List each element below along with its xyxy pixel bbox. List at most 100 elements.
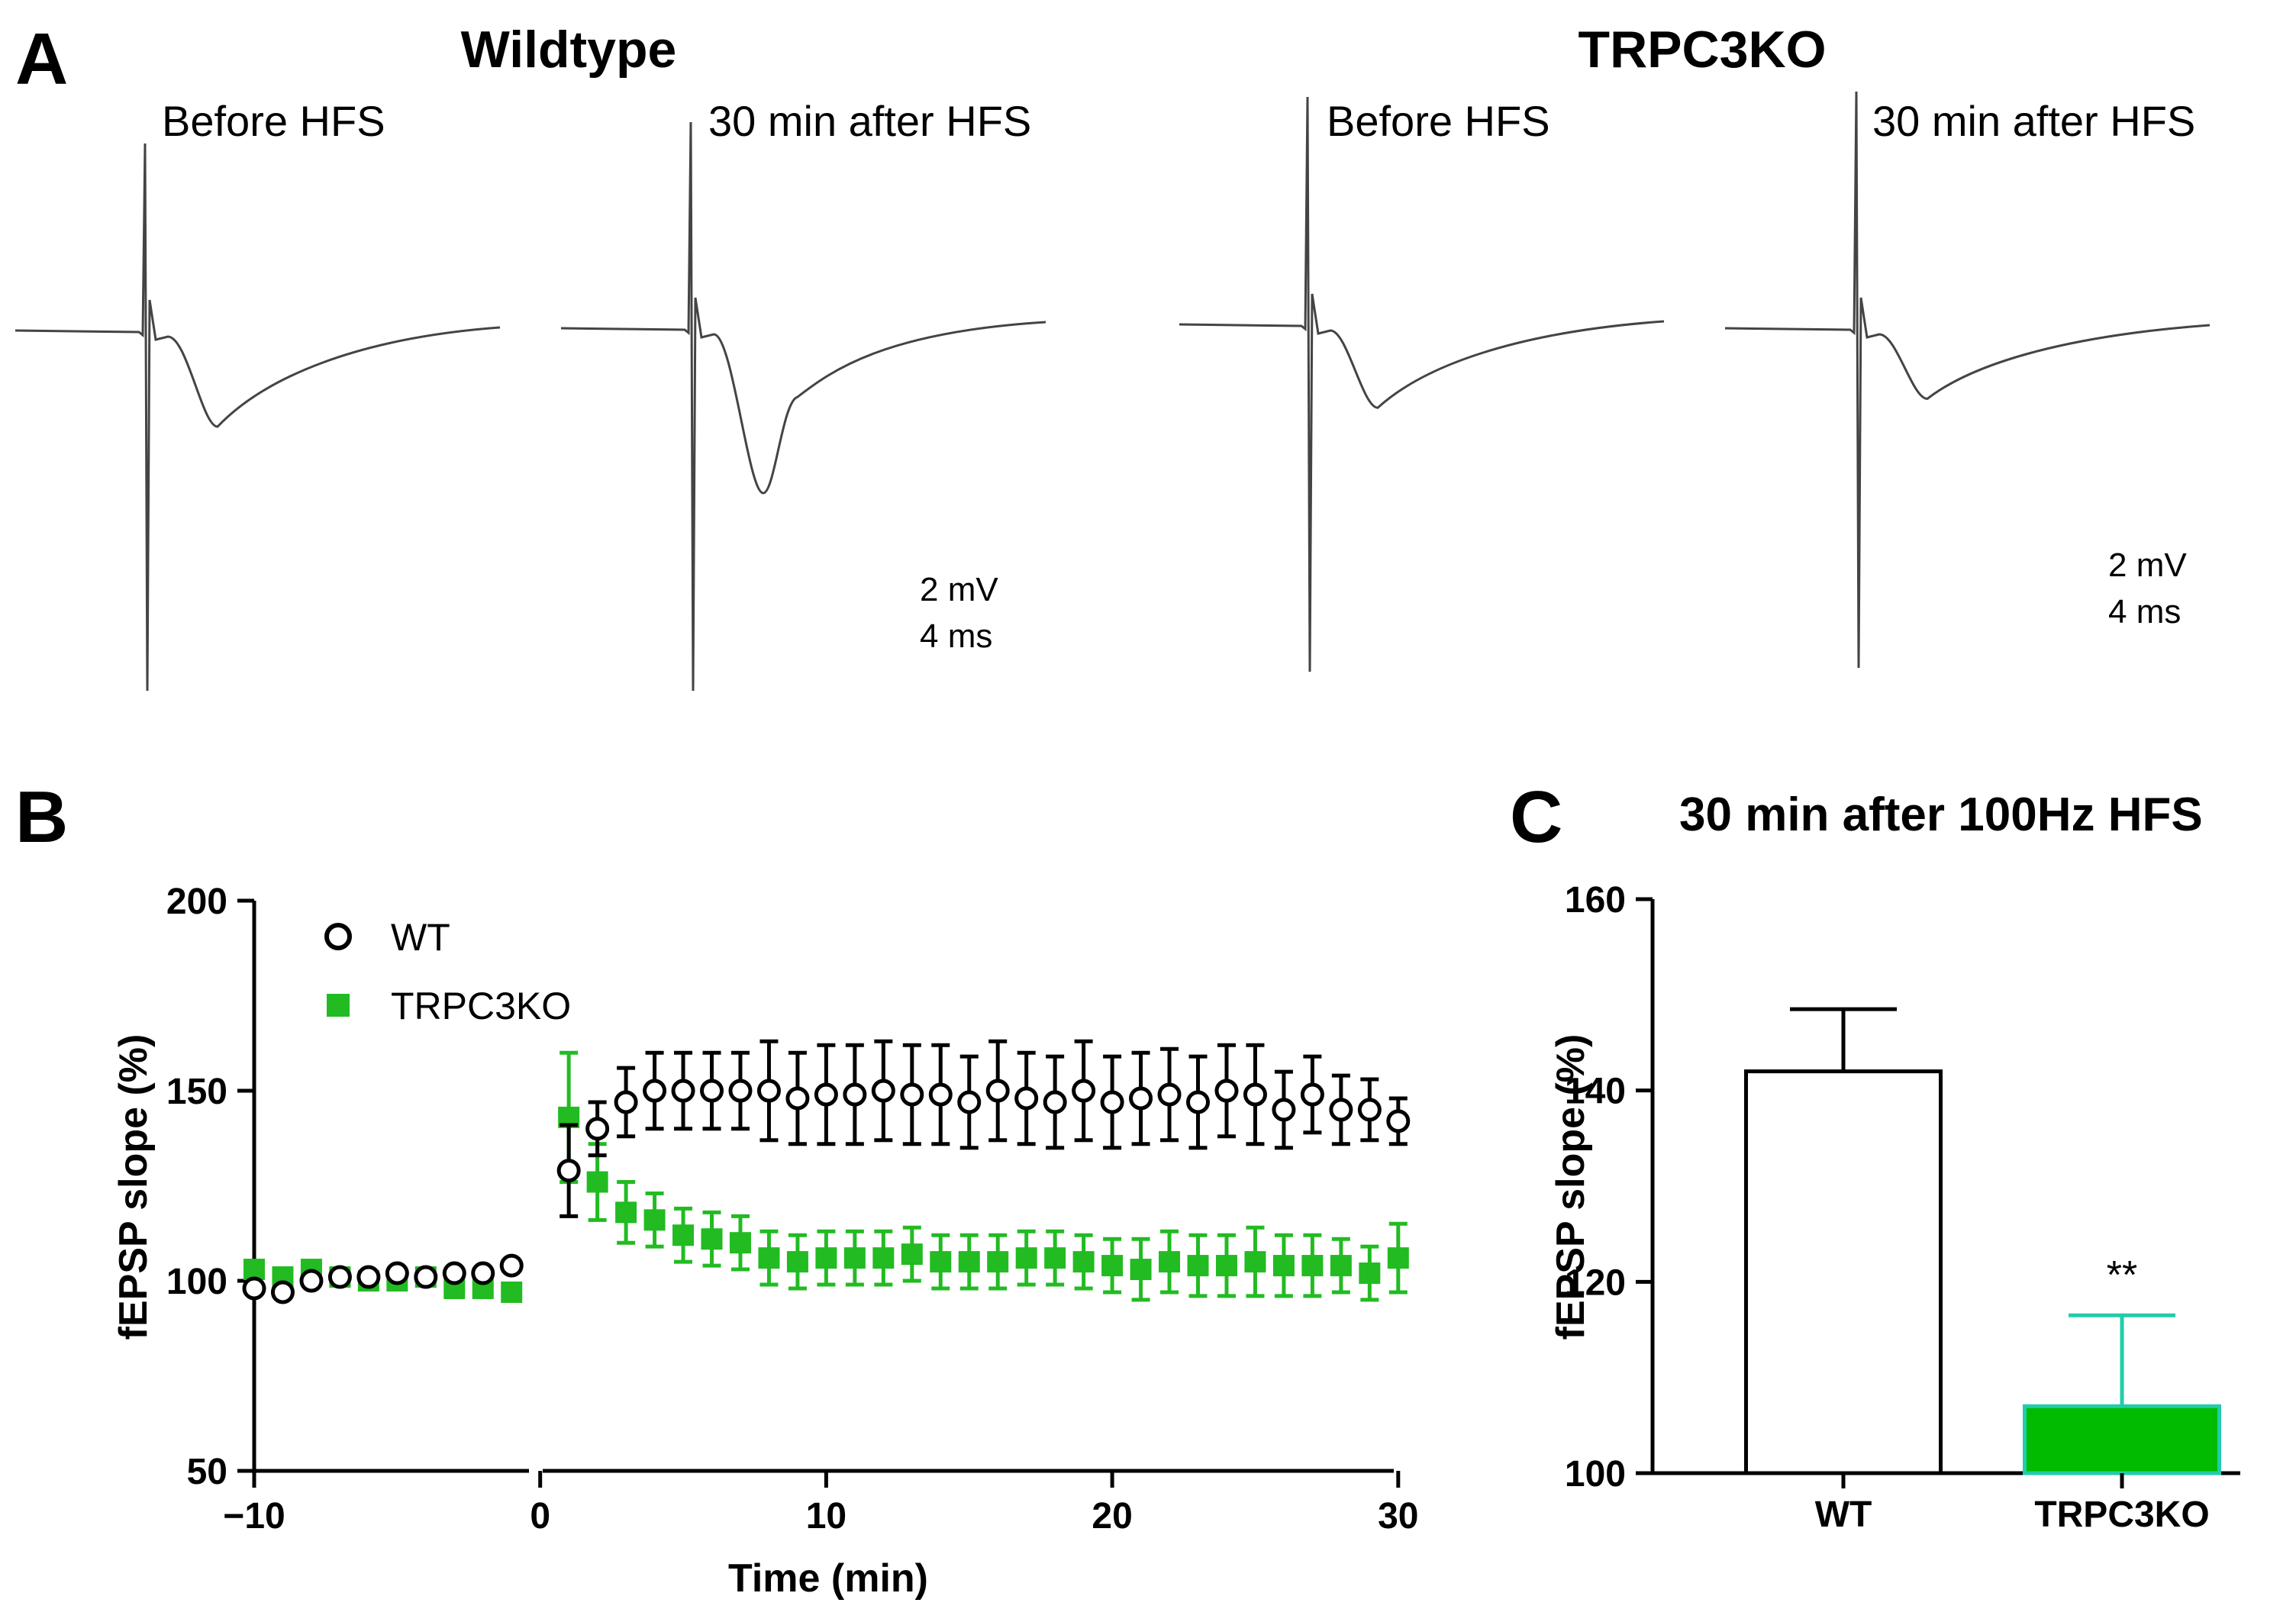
panel-c-letter: C <box>1510 776 1562 858</box>
wt-data-point <box>1272 1098 1296 1122</box>
wt-data-point <box>785 1086 810 1111</box>
wt-data-point <box>499 1253 524 1278</box>
legend-ko-label: TRPC3KO <box>391 985 571 1027</box>
trpc3ko-data-point <box>1130 1259 1152 1281</box>
panel-c-title: 30 min after 100Hz HFS <box>1679 788 2203 841</box>
panel-c-bars: WT TRPC3KO ** <box>1744 1007 2221 1535</box>
wt-data-point <box>1014 1086 1039 1111</box>
panel-b-y-tick-label: 100 <box>166 1262 227 1302</box>
panel-b-y-tick-label: 150 <box>166 1072 227 1112</box>
wt-data-point <box>270 1280 295 1304</box>
wt-data-point <box>556 1159 581 1183</box>
panel-c-y-tick-label: 140 <box>1565 1072 1626 1112</box>
trpc3ko-data-point <box>1044 1247 1066 1269</box>
wt-data-point <box>671 1079 695 1103</box>
wt-data-point <box>614 1090 638 1114</box>
panel-b-letter: B <box>15 776 68 858</box>
panel-a: A Wildtype TRPC3KO Before HFS 30 min aft… <box>15 18 2211 692</box>
panel-b-x-tick-label: −10 <box>223 1496 285 1537</box>
panel-b-y-tick-label: 200 <box>166 882 227 922</box>
wt-after-label: 30 min after HFS <box>708 97 1031 145</box>
trpc3ko-data-point <box>758 1247 780 1269</box>
trpc3ko-data-point <box>1101 1255 1124 1277</box>
trpc3ko-data-point <box>643 1209 666 1231</box>
panel-b-x-title: Time (min) <box>728 1556 928 1601</box>
panel-b-x-tick-label: 20 <box>1092 1496 1132 1537</box>
wt-data-point <box>1100 1090 1124 1114</box>
wt-data-point <box>814 1082 838 1107</box>
bar-wt <box>1744 1069 1943 1475</box>
wt-data-point <box>1043 1090 1067 1114</box>
legend-wt-marker <box>324 923 352 950</box>
trpc3ko-data-point <box>872 1247 895 1269</box>
ko-scale-voltage: 2 mV <box>2108 547 2187 584</box>
panel-b-series <box>242 1039 1411 1304</box>
wt-data-point <box>1157 1082 1182 1107</box>
wt-data-point <box>242 1276 266 1301</box>
panel-c-x-tick-label: TRPC3KO <box>2034 1495 2209 1535</box>
wt-data-point <box>957 1090 982 1114</box>
ko-after-label: 30 min after HFS <box>1872 97 2195 145</box>
wt-before-trace <box>15 143 501 692</box>
trpc3ko-data-point <box>1159 1251 1181 1273</box>
wt-data-point <box>756 1079 781 1103</box>
trpc3ko-data-point <box>815 1247 837 1269</box>
trpc3ko-data-point <box>1387 1247 1409 1269</box>
panel-a-letter: A <box>15 18 68 100</box>
trpc3ko-data-point <box>701 1228 723 1250</box>
trpc3ko-data-point <box>243 1259 265 1281</box>
trpc3ko-data-point <box>1301 1255 1324 1277</box>
wt-data-point <box>1129 1086 1153 1111</box>
wt-data-point <box>1300 1082 1324 1107</box>
wt-data-point <box>327 1265 352 1289</box>
trpc3ko-data-point <box>843 1247 866 1269</box>
significance-label: ** <box>2107 1253 2137 1298</box>
trpc3ko-data-point <box>1272 1255 1295 1277</box>
wt-scale-voltage: 2 mV <box>920 571 998 608</box>
wt-data-point <box>871 1079 895 1103</box>
wt-data-point <box>414 1265 438 1289</box>
trpc3ko-data-point <box>501 1281 523 1303</box>
wt-data-point <box>900 1082 924 1107</box>
trpc3ko-data-point <box>615 1201 637 1224</box>
wt-data-point <box>442 1261 466 1285</box>
wildtype-title: Wildtype <box>461 21 677 79</box>
panel-c-ticks: 100 120 140 160 <box>1565 880 1653 1495</box>
wt-data-point <box>1386 1109 1411 1133</box>
trpc3ko-data-point <box>1244 1251 1266 1273</box>
panel-b: B 50 100 150 200 −10 0 10 20 30 Time (min) fEPSP… <box>15 776 1418 1601</box>
trpc3ko-data-point <box>729 1232 751 1254</box>
wt-data-point <box>1214 1079 1239 1103</box>
legend-ko-marker <box>327 994 350 1017</box>
trpc3ko-data-point <box>1072 1251 1095 1273</box>
wt-data-point <box>700 1079 724 1103</box>
wt-data-point <box>1243 1082 1267 1107</box>
ko-after-trace <box>1724 91 2211 669</box>
wt-scale-time: 4 ms <box>920 618 992 655</box>
wt-data-point <box>728 1079 753 1103</box>
panel-b-legend: WT TRPC3KO <box>324 916 571 1027</box>
wt-data-point <box>643 1079 667 1103</box>
panel-c: C 30 min after 100Hz HFS 100 120 140 160 fE… <box>1510 776 2240 1535</box>
panel-b-x-tick-label: 0 <box>530 1496 550 1537</box>
ko-before-label: Before HFS <box>1327 97 1550 145</box>
trpc3ko-data-point <box>672 1224 695 1246</box>
panel-b-y-title: fEPSP slope (%) <box>111 1034 156 1340</box>
wt-data-point <box>843 1082 867 1107</box>
panel-b-x-tick-label: 30 <box>1378 1496 1418 1537</box>
trpc3ko-title: TRPC3KO <box>1578 21 1827 79</box>
wt-data-point <box>985 1079 1010 1103</box>
trpc3ko-data-point <box>901 1243 923 1266</box>
panel-c-y-title: fEPSP slope (%) <box>1549 1034 1593 1340</box>
trpc3ko-data-point <box>1359 1262 1381 1285</box>
wt-data-point <box>928 1082 953 1107</box>
bar-trpc3ko <box>2023 1404 2221 1475</box>
trpc3ko-data-point <box>987 1251 1009 1273</box>
panel-c-x-tick-label: WT <box>1815 1495 1872 1535</box>
trpc3ko-data-point <box>1187 1255 1209 1277</box>
wt-data-point <box>471 1261 495 1285</box>
panel-c-y-tick-label: 120 <box>1565 1262 1626 1303</box>
trpc3ko-data-point <box>958 1251 980 1273</box>
wt-data-point <box>585 1117 610 1141</box>
